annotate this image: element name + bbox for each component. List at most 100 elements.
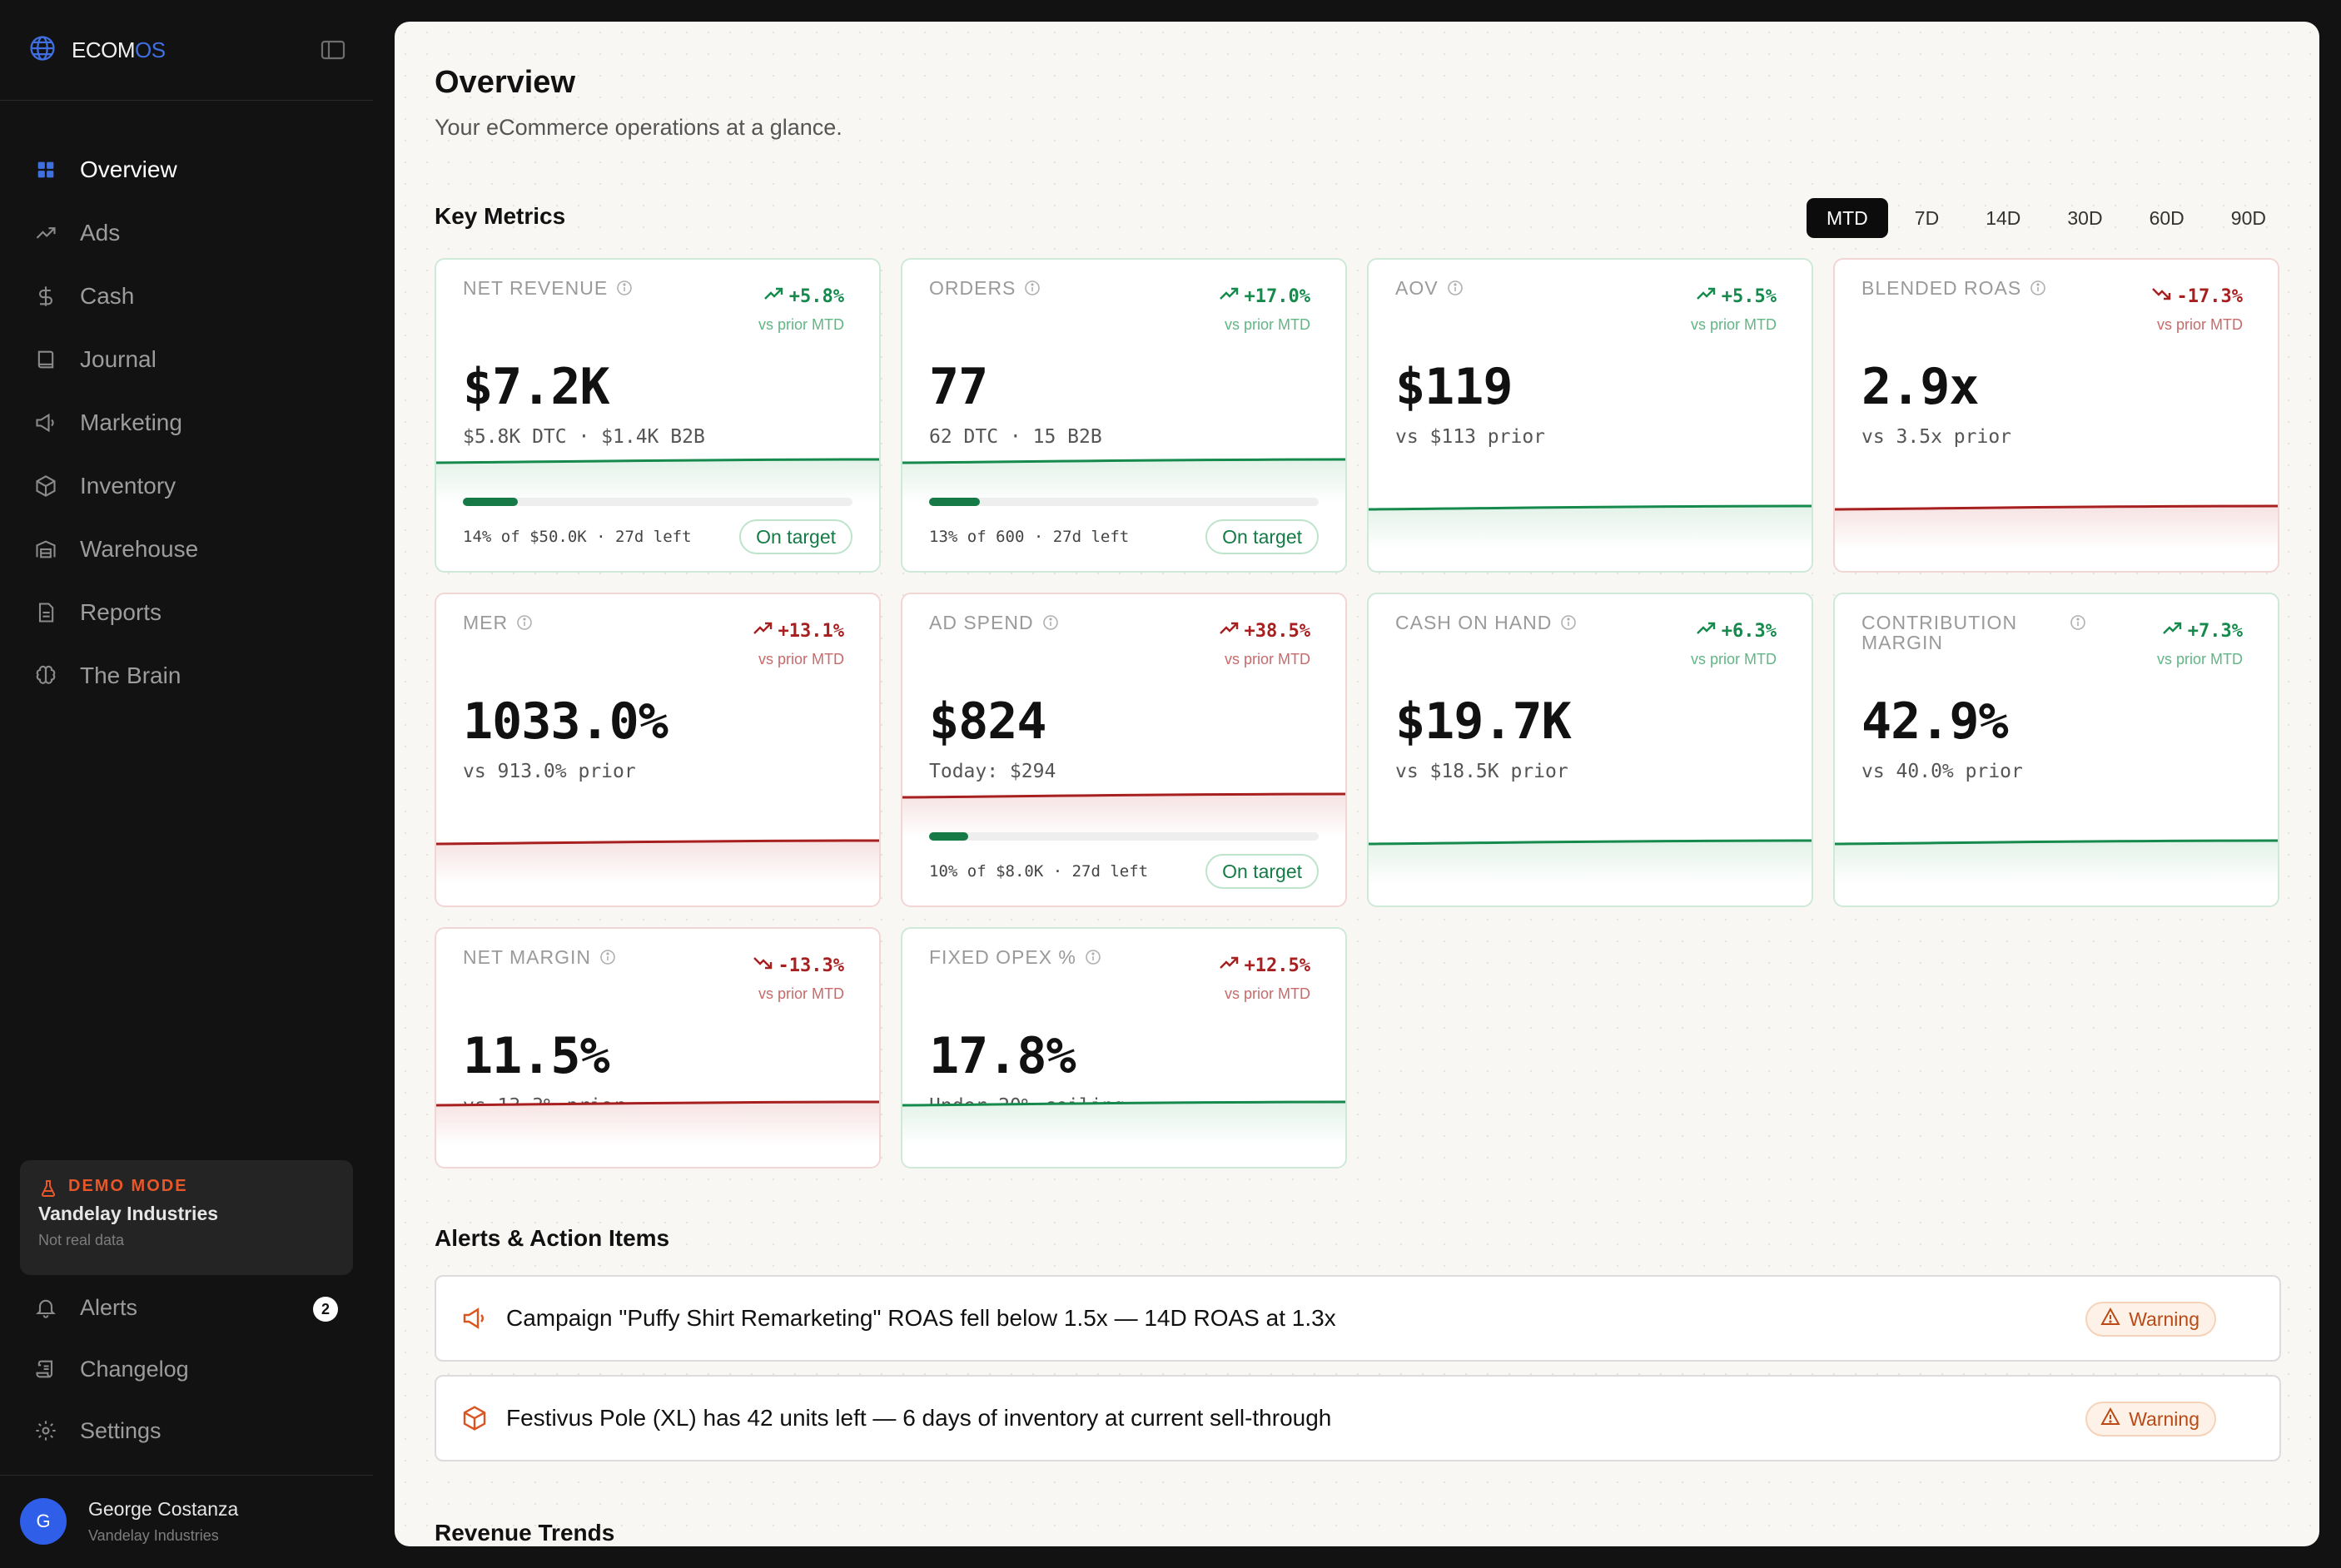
brand-logo[interactable]: ECOMOS <box>28 33 166 67</box>
book-icon <box>33 347 58 372</box>
dollar-icon <box>33 284 58 309</box>
kpi-value: $7.2K <box>463 358 610 416</box>
sidebar-item-overview[interactable]: Overview <box>0 138 373 201</box>
info-icon[interactable] <box>616 280 633 296</box>
info-icon[interactable] <box>516 614 533 631</box>
info-icon[interactable] <box>2030 280 2046 296</box>
file-icon <box>33 600 58 625</box>
sidebar-item-marketing[interactable]: Marketing <box>0 391 373 454</box>
kpi-card-blended-roas[interactable]: BLENDED ROAS -17.3% vs prior MTD 2.9x vs 3.5… <box>1833 258 2279 573</box>
info-icon[interactable] <box>1085 949 1101 965</box>
alert-item[interactable]: Festivus Pole (XL) has 42 units left — 6… <box>435 1375 2281 1461</box>
sidebar-item-label: Cash <box>80 283 135 309</box>
kpi-subtext: vs $18.5K prior <box>1395 761 1568 782</box>
sidebar-toggle-button[interactable] <box>320 38 346 62</box>
on-target-badge: On target <box>1205 854 1319 889</box>
kpi-card-ad-spend[interactable]: AD SPEND +38.5% vs prior MTD $824 Today: $29… <box>901 593 1347 907</box>
user-profile[interactable]: G George Costanza Vandelay Industries <box>20 1498 238 1545</box>
info-icon[interactable] <box>1042 614 1059 631</box>
main-panel: Overview Your eCommerce operations at a … <box>395 22 2319 1546</box>
kpi-progress-fill <box>929 832 968 841</box>
sidebar-item-reports[interactable]: Reports <box>0 581 373 644</box>
kpi-label-text: FIXED OPEX % <box>929 946 1076 968</box>
key-metrics-title: Key Metrics <box>435 203 566 229</box>
kpi-label: BLENDED ROAS <box>1861 278 2046 298</box>
kpi-card-aov[interactable]: AOV +5.5% vs prior MTD $119 vs $113 prior <box>1367 258 1813 573</box>
sidebar-item-alerts[interactable]: Alerts <box>0 1277 373 1338</box>
kpi-comparison: vs prior MTD <box>758 651 844 667</box>
kpi-value: 17.8% <box>929 1027 1076 1085</box>
kpi-progress-bar <box>929 832 1319 841</box>
sidebar-item-label: Warehouse <box>80 536 199 562</box>
trending-up-icon <box>1695 619 1718 643</box>
tab-mtd[interactable]: MTD <box>1806 198 1888 238</box>
sidebar-item-ads[interactable]: Ads <box>0 201 373 265</box>
user-company: Vandelay Industries <box>88 1527 219 1544</box>
kpi-label: ORDERS <box>929 278 1041 298</box>
alerts-section-title: Alerts & Action Items <box>435 1225 670 1251</box>
kpi-card-contribution-margin[interactable]: CONTRIBUTION MARGIN +7.3% vs prior MTD 42.9… <box>1833 593 2279 907</box>
kpi-label-text: MER <box>463 612 509 633</box>
kpi-delta: +6.3% <box>1695 619 1777 643</box>
info-icon[interactable] <box>1024 280 1041 296</box>
trending-down-icon <box>752 954 775 977</box>
tab-14d[interactable]: 14D <box>1986 206 2021 229</box>
sidebar-item-cash[interactable]: Cash <box>0 265 373 328</box>
bell-icon <box>33 1295 58 1320</box>
kpi-card-orders[interactable]: ORDERS +17.0% vs prior MTD 77 62 DTC · 15 B2… <box>901 258 1347 573</box>
sidebar-item-changelog[interactable]: Changelog <box>0 1338 373 1400</box>
kpi-value: 77 <box>929 358 988 416</box>
demo-mode-label: DEMO MODE <box>68 1177 188 1195</box>
sidebar-item-label: Changelog <box>80 1356 189 1382</box>
tab-60d[interactable]: 60D <box>2149 206 2184 229</box>
kpi-label-text: CONTRIBUTION MARGIN <box>1861 612 2018 653</box>
info-icon[interactable] <box>599 949 616 965</box>
tab-90d[interactable]: 90D <box>2230 206 2266 229</box>
trending-up-icon <box>33 221 58 246</box>
sidebar-item-inventory[interactable]: Inventory <box>0 454 373 518</box>
kpi-card-mer[interactable]: MER +13.1% vs prior MTD 1033.0% vs 913.0% pr… <box>435 593 881 907</box>
kpi-card-net-revenue[interactable]: NET REVENUE +5.8% vs prior MTD $7.2K $5.8K D… <box>435 258 881 573</box>
sidebar-item-settings[interactable]: Settings <box>0 1400 373 1461</box>
kpi-subtext: Today: $294 <box>929 761 1056 782</box>
sidebar-item-label: Inventory <box>80 473 176 499</box>
kpi-sparkline <box>1835 504 2278 549</box>
trending-up-icon <box>752 619 775 643</box>
info-icon[interactable] <box>1447 280 1464 296</box>
sidebar-item-journal[interactable]: Journal <box>0 328 373 391</box>
kpi-delta-value: -13.3% <box>778 955 844 976</box>
sidebar-item-the-brain[interactable]: The Brain <box>0 644 373 707</box>
kpi-delta: +5.5% <box>1695 285 1777 308</box>
kpi-comparison: vs prior MTD <box>1225 985 1310 1002</box>
kpi-progress-bar <box>929 498 1319 506</box>
info-icon[interactable] <box>2070 614 2086 631</box>
alerts-count-badge: 2 <box>313 1297 338 1322</box>
tab-30d[interactable]: 30D <box>2067 206 2103 229</box>
info-icon[interactable] <box>1560 614 1577 631</box>
gear-icon <box>33 1418 58 1443</box>
grid-icon <box>33 157 58 182</box>
sidebar-item-label: Ads <box>80 220 121 246</box>
kpi-comparison: vs prior MTD <box>2157 651 2243 667</box>
sidebar-item-warehouse[interactable]: Warehouse <box>0 518 373 581</box>
kpi-comparison: vs prior MTD <box>758 316 844 333</box>
kpi-card-fixed-opex[interactable]: FIXED OPEX %+12.5%vs prior MTD17.8%Under… <box>901 927 1347 1169</box>
sidebar-item-label: Reports <box>80 599 162 625</box>
kpi-card-cash-on-hand[interactable]: CASH ON HAND +6.3% vs prior MTD $19.7K vs $1… <box>1367 593 1813 907</box>
alert-item[interactable]: Campaign "Puffy Shirt Remarketing" ROAS … <box>435 1275 2281 1362</box>
trending-up-icon <box>1695 285 1718 308</box>
tab-7d[interactable]: 7D <box>1914 206 1940 229</box>
kpi-value: $824 <box>929 692 1046 751</box>
kpi-label: NET MARGIN <box>463 947 616 967</box>
megaphone-icon <box>461 1305 488 1332</box>
globe-icon <box>28 34 57 67</box>
kpi-comparison: vs prior MTD <box>1691 316 1777 333</box>
sidebar-divider <box>0 1475 373 1476</box>
sidebar-item-label: Settings <box>80 1417 162 1443</box>
warning-triangle-icon <box>2100 1407 2120 1431</box>
alert-text: Campaign "Puffy Shirt Remarketing" ROAS … <box>506 1305 1336 1331</box>
warning-badge: Warning <box>2085 1302 2216 1337</box>
kpi-label-text: BLENDED ROAS <box>1861 277 2022 299</box>
kpi-label-text: AD SPEND <box>929 612 1034 633</box>
